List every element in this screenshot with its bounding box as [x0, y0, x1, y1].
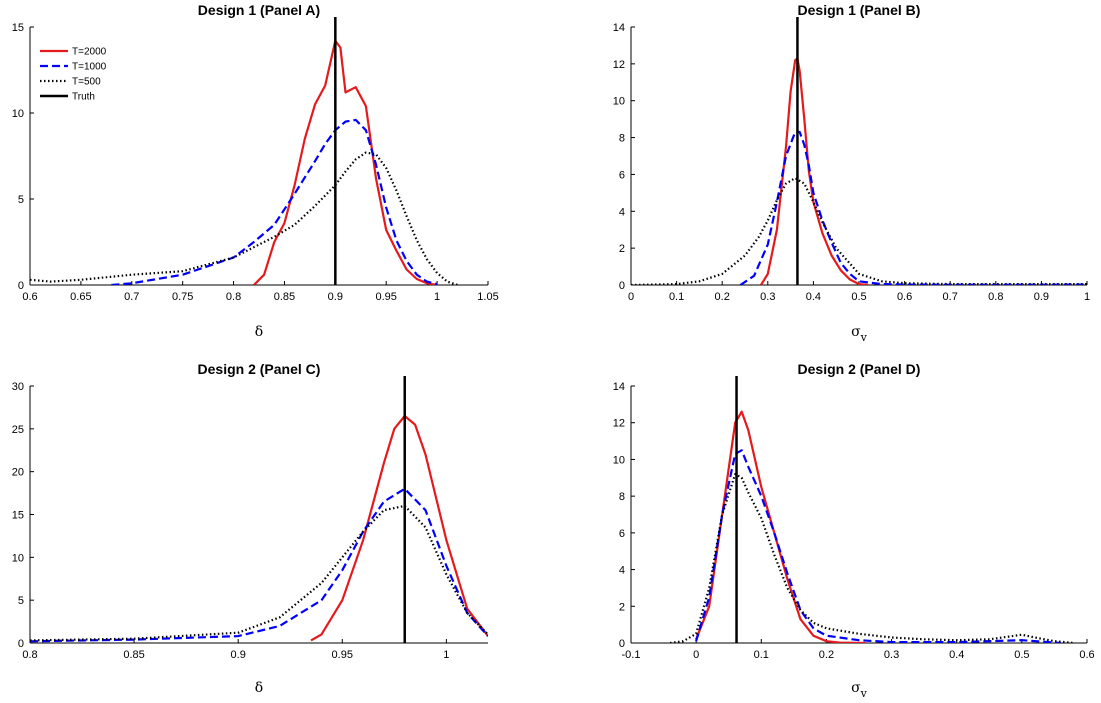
x-tick-label: 0.2	[819, 649, 834, 661]
x-tick-label: 0.6	[22, 291, 37, 303]
x-tick-label: 0.85	[123, 649, 144, 661]
panel-title: Design 1 (Panel A)	[198, 2, 320, 18]
x-tick-label: 0	[693, 649, 699, 661]
y-tick-label: 8	[619, 491, 625, 503]
x-tick-label: 1	[434, 291, 440, 303]
x-tick-label: 0	[628, 291, 634, 303]
y-tick-label: 0	[619, 638, 625, 650]
x-tick-label: 0.1	[669, 291, 684, 303]
x-tick-label: 0.6	[1079, 649, 1094, 661]
x-axis-label: σv	[851, 680, 868, 698]
series-line-t-1000	[739, 130, 1087, 285]
x-tick-label: 0.2	[715, 291, 730, 303]
y-tick-label: 30	[12, 381, 24, 393]
x-tick-label: 0.4	[949, 649, 964, 661]
series-line-t-1000	[111, 118, 438, 285]
panel-title: Design 1 (Panel B)	[798, 2, 921, 18]
panel-1: 0.6 0.65 0.7 0.75 0.8 0.85 0.9 0.95 1 1.05 0 5 10 15 D…	[12, 2, 499, 340]
panel-title: Design 2 (Panel C)	[198, 361, 321, 377]
y-tick-label: 15	[12, 22, 24, 34]
panel-2: 0 0.1 0.2 0.3 0.4 0.5 0.6 0.7 0.8 0.9 102468101214…	[613, 2, 1090, 344]
x-tick-label: 1	[443, 649, 449, 661]
panel-4: -0.1 0 0.1 0.2 0.3 0.4 0.5 0.602468101214Design…	[613, 361, 1095, 700]
y-tick-label: 15	[12, 510, 24, 522]
x-tick-label: 0.6	[897, 291, 912, 303]
y-tick-label: 10	[613, 96, 625, 108]
legend-label: T=1000	[72, 62, 107, 73]
legend-label: T=500	[72, 77, 101, 88]
x-tick-label: 0.9	[1034, 291, 1049, 303]
x-tick-label: 0.4	[806, 291, 821, 303]
x-tick-label: 0.3	[760, 291, 775, 303]
x-tick-label: 0.3	[884, 649, 899, 661]
y-tick-label: 10	[12, 108, 24, 120]
series-line-t-2000	[253, 39, 438, 285]
x-tick-label: 0.5	[1014, 649, 1029, 661]
x-axis-label: δ	[255, 680, 263, 696]
y-tick-label: 20	[12, 467, 24, 479]
x-tick-label: 1.05	[477, 291, 498, 303]
x-tick-label: 0.8	[988, 291, 1003, 303]
x-tick-label: 0.85	[274, 291, 295, 303]
x-tick-label: 0.65	[70, 291, 91, 303]
legend-label: Truth	[72, 92, 95, 103]
x-tick-label: 0.95	[376, 291, 397, 303]
series-line-t-500	[669, 473, 1075, 643]
y-tick-label: 12	[613, 418, 625, 430]
series-line-t-2000	[695, 410, 866, 643]
y-tick-label: 5	[18, 595, 24, 607]
y-tick-label: 0	[619, 280, 625, 292]
y-tick-label: 14	[613, 381, 625, 393]
y-tick-label: 8	[619, 133, 625, 145]
series-line-t-1000	[695, 449, 1061, 643]
legend-label: T=2000	[72, 47, 107, 58]
x-tick-label: 1	[1084, 291, 1090, 303]
series-line-t-500	[30, 151, 458, 285]
y-tick-label: 10	[12, 552, 24, 564]
x-tick-label: 0.1	[754, 649, 769, 661]
y-tick-label: 14	[613, 22, 625, 34]
x-tick-label: 0.95	[332, 649, 353, 661]
series-line-t-2000	[310, 414, 488, 642]
legend: T=2000 T=1000 T=500 Truth	[40, 47, 107, 103]
y-tick-label: 4	[619, 206, 625, 218]
x-tick-label: 0.9	[231, 649, 246, 661]
y-tick-label: 5	[18, 194, 24, 206]
x-tick-label: 0.5	[851, 291, 866, 303]
x-tick-label: 0.9	[328, 291, 343, 303]
x-axis-label: δ	[255, 324, 263, 340]
x-tick-label: 0.7	[943, 291, 958, 303]
y-tick-label: 0	[18, 280, 24, 292]
x-tick-label: 0.8	[22, 649, 37, 661]
y-tick-label: 10	[613, 454, 625, 466]
x-tick-label: 0.8	[226, 291, 241, 303]
y-tick-label: 6	[619, 528, 625, 540]
y-tick-label: 6	[619, 169, 625, 181]
series-line-t-500	[631, 177, 1087, 285]
y-tick-label: 12	[613, 59, 625, 71]
x-axis-label: σv	[851, 324, 868, 344]
panel-title: Design 2 (Panel D)	[798, 361, 921, 377]
y-tick-label: 0	[18, 638, 24, 650]
y-tick-label: 25	[12, 424, 24, 436]
x-tick-label: 0.75	[172, 291, 193, 303]
y-tick-label: 4	[619, 565, 625, 577]
series-line-t-1000	[30, 487, 488, 643]
series-line-t-500	[30, 504, 488, 642]
x-tick-label: 0.7	[124, 291, 139, 303]
x-axis-label-subscript: v	[860, 687, 868, 698]
y-tick-label: 2	[619, 601, 625, 613]
y-tick-label: 2	[619, 243, 625, 255]
series-line-t-2000	[760, 57, 869, 285]
x-axis-label-subscript: v	[860, 331, 868, 344]
x-tick-label: -0.1	[622, 649, 641, 661]
